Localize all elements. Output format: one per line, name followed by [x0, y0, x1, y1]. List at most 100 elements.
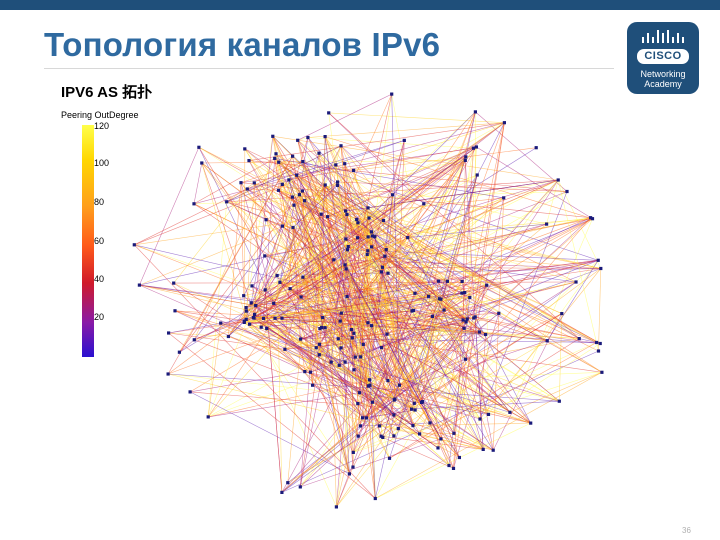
topology-node [288, 287, 292, 291]
topology-edge [391, 94, 400, 386]
topology-node [557, 399, 561, 403]
topology-edge [278, 190, 577, 283]
topology-edge [347, 249, 599, 261]
topology-edge [381, 435, 484, 450]
topology-edge [297, 140, 339, 339]
topology-edge [324, 327, 481, 420]
topology-node [464, 155, 468, 159]
topology-node [468, 295, 472, 300]
topology-node [339, 311, 343, 315]
colorbar-tick: 100 [94, 158, 110, 168]
topology-node [447, 463, 451, 468]
topology-node [339, 346, 343, 350]
topology-edge [353, 399, 395, 453]
topology-edge [319, 238, 347, 329]
topology-node [317, 353, 321, 357]
topology-edge [324, 136, 384, 221]
topology-edge [319, 344, 450, 466]
topology-edge [226, 201, 369, 238]
topology-node [356, 434, 360, 438]
topology-edge [254, 182, 390, 459]
topology-node [192, 338, 196, 342]
topology-edge [339, 146, 477, 322]
topology-node [173, 309, 177, 313]
topology-node [329, 360, 333, 364]
topology-edge [598, 268, 602, 352]
topology-edge [244, 148, 246, 322]
topology-edge [387, 298, 440, 381]
topology-node [367, 216, 371, 220]
topology-node [369, 230, 374, 234]
topology-edge [274, 158, 445, 311]
topology-edge [345, 268, 431, 424]
topology-edge [367, 236, 423, 402]
topology-node [370, 234, 374, 238]
topology-edge [389, 342, 597, 459]
topology-edge [344, 264, 414, 426]
topology-edge [367, 156, 466, 238]
topology-edge [345, 122, 505, 212]
topology-edge [139, 284, 601, 344]
topology-edge [245, 122, 505, 308]
topology-edge [226, 140, 405, 203]
topology-node [280, 490, 284, 494]
topology-node [378, 424, 382, 428]
topology-node [277, 160, 281, 164]
topology-edge [300, 354, 320, 487]
topology-edge [167, 122, 505, 375]
topology-edge [335, 164, 349, 247]
topology-edge [139, 284, 283, 319]
topology-edge [198, 147, 266, 257]
topology-node [252, 181, 256, 185]
topology-edge [382, 437, 454, 469]
topology-node [167, 331, 171, 335]
topology-node [226, 334, 230, 339]
topology-node [373, 235, 377, 239]
topology-edge [392, 194, 489, 415]
topology-node [242, 319, 246, 323]
topology-edge [281, 179, 559, 319]
topology-node [339, 144, 343, 148]
topology-node [410, 407, 414, 411]
topology-node [345, 248, 349, 252]
topology-node [299, 295, 303, 299]
topology-node [357, 391, 362, 395]
topology-node [560, 312, 564, 316]
topology-edge [357, 222, 531, 424]
topology-edge [274, 268, 347, 319]
topology-edge [220, 322, 356, 358]
title-divider [44, 68, 614, 69]
topology-node [291, 154, 295, 158]
topology-node [291, 225, 295, 230]
topology-node [366, 384, 370, 388]
topology-edge [174, 310, 423, 402]
topology-edge [413, 280, 439, 311]
topology-edge [272, 136, 559, 181]
topology-edge [134, 216, 328, 246]
topology-node [356, 236, 360, 240]
topology-node [253, 312, 257, 316]
topology-node [379, 346, 384, 350]
top-header-band [0, 0, 720, 10]
topology-edge [324, 136, 376, 499]
topology-edge [367, 250, 494, 451]
topology-edge [437, 343, 601, 449]
topology-node [596, 349, 601, 353]
topology-edge [304, 197, 504, 372]
topology-node [383, 254, 387, 258]
topology-edge [281, 218, 593, 493]
topology-node [137, 283, 141, 287]
colorbar [82, 125, 94, 357]
topology-node [370, 245, 374, 249]
topology-node [599, 266, 603, 271]
topology-edge [579, 338, 597, 343]
topology-node [278, 280, 282, 284]
topology-node [311, 383, 315, 387]
topology-edge [254, 155, 293, 184]
topology-edge [168, 332, 285, 350]
topology-node [366, 235, 370, 239]
topology-edge [278, 190, 369, 323]
topology-edge [240, 182, 591, 218]
topology-node [411, 424, 415, 428]
topology-node [502, 196, 506, 200]
